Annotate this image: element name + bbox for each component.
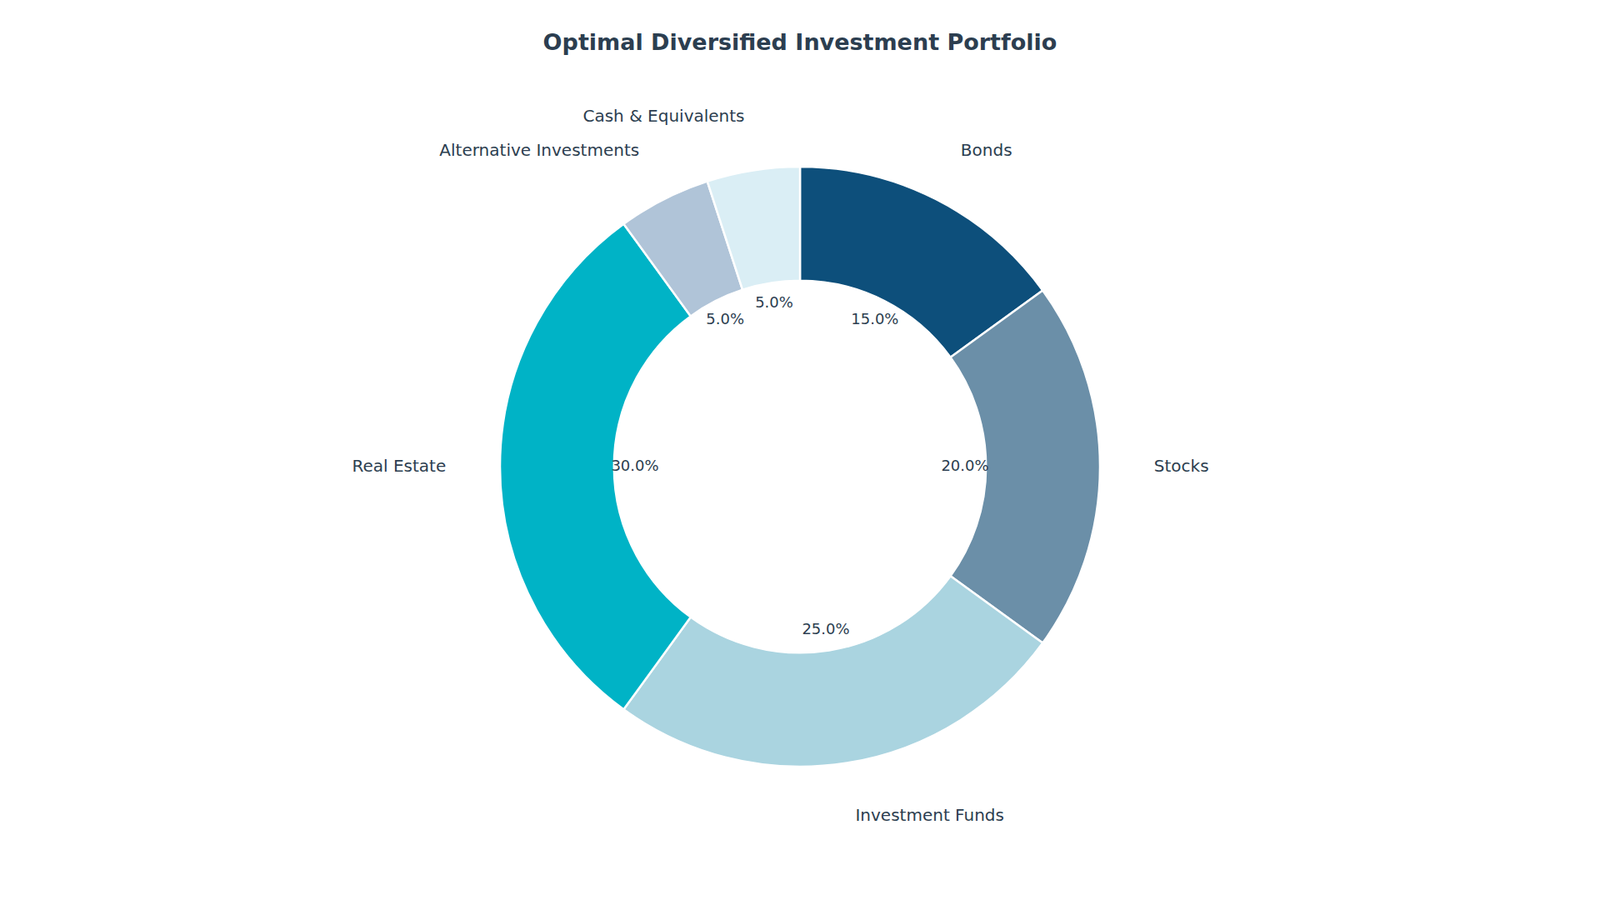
chart-svg: Optimal Diversified Investment Portfolio… bbox=[0, 0, 1600, 900]
data-label: 25.0% bbox=[801, 620, 850, 638]
data-label: 30.0% bbox=[610, 456, 659, 475]
category-label: Bonds bbox=[960, 140, 1013, 160]
category-label: Real Estate bbox=[351, 455, 446, 476]
category-label: Alternative Investments bbox=[439, 140, 640, 160]
slice bbox=[500, 224, 691, 710]
data-label: 15.0% bbox=[850, 310, 899, 328]
chart-title: Optimal Diversified Investment Portfolio bbox=[543, 29, 1058, 55]
category-label: Cash & Equivalents bbox=[582, 105, 745, 126]
category-label: Investment Funds bbox=[855, 805, 1005, 825]
data-label: 5.0% bbox=[705, 310, 745, 328]
slice bbox=[707, 166, 800, 290]
slice bbox=[623, 575, 1043, 767]
labels: 15.0% 20.0% 25.0% 30.0% 5.0% 5.0% Bonds Stocks I… bbox=[351, 105, 1209, 825]
donut bbox=[500, 166, 1100, 767]
data-label: 20.0% bbox=[940, 456, 989, 475]
data-label: 5.0% bbox=[755, 293, 794, 311]
slices bbox=[500, 166, 1100, 767]
category-label: Stocks bbox=[1154, 455, 1210, 476]
